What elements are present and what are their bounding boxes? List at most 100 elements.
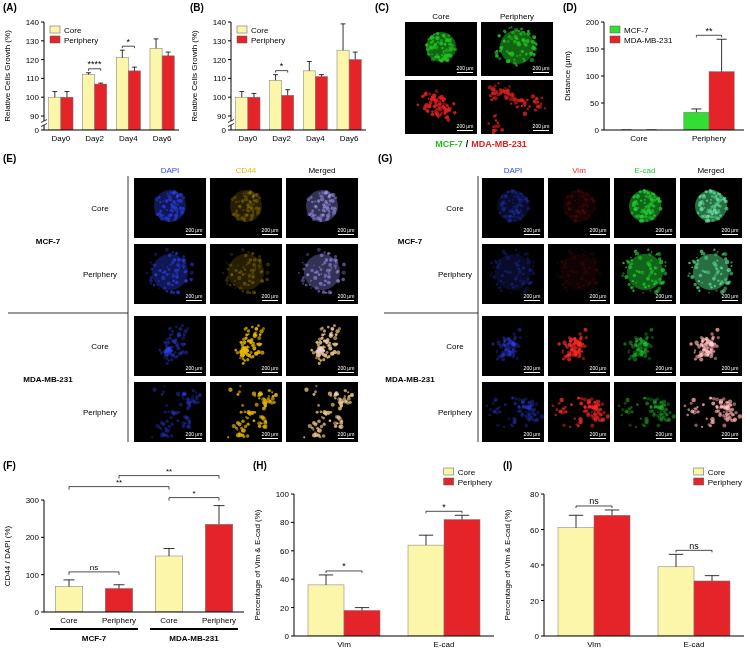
cell bbox=[314, 423, 318, 427]
nucleus bbox=[323, 251, 326, 254]
micrograph-bg bbox=[210, 244, 282, 304]
nucleus bbox=[318, 273, 321, 276]
legend-swatch bbox=[444, 478, 454, 485]
scale-bar-label: 200 μm bbox=[186, 365, 203, 371]
nucleus bbox=[312, 217, 316, 221]
cell bbox=[435, 90, 439, 94]
scale-bar-label: 200 μm bbox=[457, 123, 474, 129]
stain bbox=[222, 248, 270, 295]
cell bbox=[429, 101, 433, 105]
legend-label: MDA-MB-231 bbox=[624, 36, 673, 45]
cell bbox=[497, 121, 500, 124]
nucleus bbox=[234, 280, 236, 282]
nucleus bbox=[153, 264, 156, 267]
cell bbox=[166, 354, 169, 357]
cell bbox=[169, 416, 171, 418]
nucleus bbox=[532, 53, 535, 56]
cell bbox=[328, 347, 332, 351]
cell bbox=[162, 423, 166, 427]
figure: (A)090100110120130140Day0Day2Day4Day6Rel… bbox=[0, 0, 750, 656]
scale-bar-label: 200 μm bbox=[533, 65, 550, 71]
legend-label: Core bbox=[708, 468, 726, 477]
significance: * bbox=[442, 502, 446, 512]
y-tick bbox=[41, 97, 44, 98]
cell bbox=[324, 333, 326, 335]
nucleus bbox=[322, 290, 326, 294]
axis-title: Relative Cells Growth (%) bbox=[3, 30, 12, 122]
nucleus bbox=[315, 205, 317, 207]
cell bbox=[179, 332, 181, 334]
nucleus bbox=[243, 282, 247, 286]
nucleus bbox=[331, 199, 335, 203]
row-label: Periphery bbox=[83, 408, 117, 417]
cell bbox=[241, 343, 244, 346]
cell bbox=[528, 105, 531, 108]
nucleus bbox=[332, 214, 334, 216]
nucleus bbox=[247, 251, 250, 254]
nucleus bbox=[151, 263, 153, 265]
cell bbox=[314, 390, 317, 393]
cell bbox=[347, 391, 349, 393]
y-tick bbox=[41, 78, 44, 79]
nucleus bbox=[251, 191, 254, 194]
nucleus bbox=[327, 275, 331, 279]
row-label: Core bbox=[91, 342, 109, 351]
stain bbox=[151, 385, 202, 438]
nucleus bbox=[313, 265, 315, 267]
y-tick bbox=[541, 636, 544, 637]
nucleus bbox=[168, 273, 170, 275]
bar bbox=[236, 97, 248, 130]
stain bbox=[159, 324, 190, 365]
cell bbox=[321, 327, 324, 330]
y-tick bbox=[228, 22, 231, 23]
y-tick-label: 20 bbox=[280, 604, 289, 613]
nucleus bbox=[176, 290, 180, 294]
nucleus bbox=[500, 201, 504, 205]
nucleus bbox=[319, 217, 322, 220]
cell bbox=[318, 354, 321, 357]
cell bbox=[315, 385, 317, 387]
nucleus bbox=[235, 201, 237, 203]
nucleus bbox=[314, 200, 316, 202]
nucleus bbox=[244, 253, 248, 257]
nucleus bbox=[342, 271, 346, 275]
x-axis bbox=[544, 636, 744, 637]
spheroid bbox=[152, 254, 188, 290]
nucleus bbox=[518, 217, 522, 221]
cell bbox=[240, 411, 243, 414]
y-tick-label: 50 bbox=[590, 99, 599, 108]
micrograph-content bbox=[222, 248, 270, 295]
group-label: MDA-MB-231 bbox=[23, 375, 73, 384]
nucleus bbox=[255, 193, 259, 197]
cell bbox=[181, 324, 184, 327]
nucleus bbox=[525, 53, 528, 56]
nucleus bbox=[166, 290, 168, 292]
y-axis bbox=[44, 125, 45, 130]
cell bbox=[314, 390, 317, 393]
cell bbox=[247, 329, 250, 332]
nucleus bbox=[512, 215, 516, 219]
nucleus bbox=[568, 207, 572, 211]
y-tick-label: 200 bbox=[586, 18, 600, 27]
nucleus bbox=[255, 267, 257, 269]
spheroid bbox=[306, 190, 338, 222]
error-bar bbox=[691, 109, 701, 112]
error-bar bbox=[717, 39, 727, 71]
y-axis bbox=[231, 125, 232, 130]
scale-bar bbox=[262, 300, 278, 301]
nucleus bbox=[436, 32, 439, 35]
nucleus bbox=[150, 276, 153, 279]
micrograph-content bbox=[311, 324, 342, 365]
nucleus bbox=[230, 273, 233, 276]
cell bbox=[323, 329, 326, 332]
cell bbox=[241, 430, 244, 433]
nucleus bbox=[238, 272, 240, 274]
micrograph: 200 μm bbox=[405, 80, 477, 134]
scale-bar-label: 200 μm bbox=[262, 227, 279, 233]
nucleus bbox=[513, 189, 517, 193]
cell bbox=[315, 357, 318, 360]
micrograph-content bbox=[227, 385, 278, 438]
nucleus bbox=[320, 273, 322, 275]
cell bbox=[318, 338, 322, 342]
bar bbox=[61, 97, 73, 130]
